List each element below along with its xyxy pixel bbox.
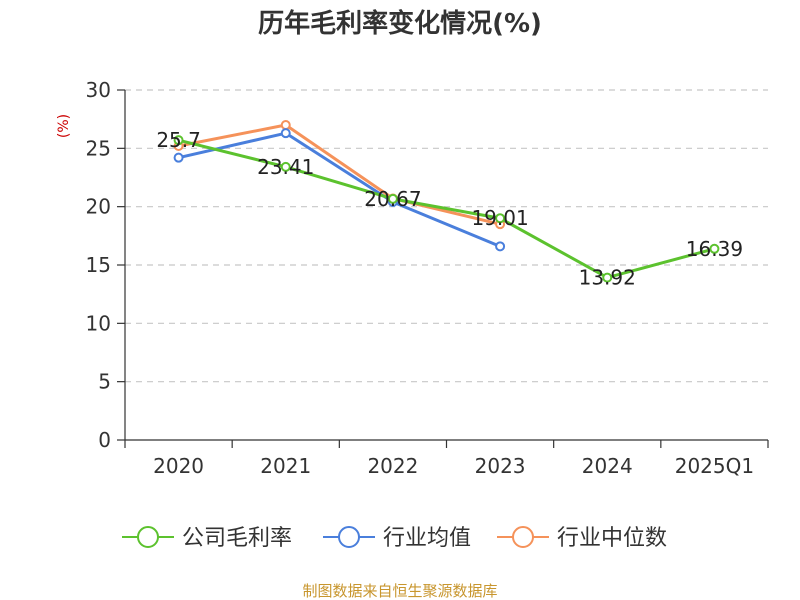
legend-item: 行业中位数 [497, 526, 667, 551]
legend-marker [338, 526, 360, 548]
series-line [178, 123, 501, 226]
legend-marker [137, 526, 159, 548]
chart-title: 历年毛利率变化情况(%) [258, 8, 542, 39]
y-tick-label: 20 [86, 195, 111, 219]
series-line [178, 138, 715, 280]
data-point [602, 272, 613, 283]
legend-marker [512, 526, 534, 548]
y-tick-label: 15 [86, 253, 111, 277]
data-label: 20.67 [364, 187, 421, 211]
legend-label: 行业均值 [383, 526, 471, 551]
data-label: 23.41 [257, 155, 314, 179]
data-point [173, 152, 184, 163]
data-labels: 25.7 23.41 20.67 19.01 13.92 16.39 [156, 128, 743, 289]
data-label: 19.01 [471, 206, 528, 230]
source-note: 制图数据来自恒生聚源数据库 [302, 582, 497, 600]
data-point [280, 161, 291, 172]
data-point [495, 213, 506, 224]
x-tick-label: 2020 [153, 454, 204, 478]
x-tick-label: 2021 [260, 454, 311, 478]
x-tick-label: 2024 [582, 454, 633, 478]
data-point [387, 193, 398, 204]
series-2 [173, 120, 506, 230]
y-tick-label: 0 [98, 428, 111, 452]
data-point [280, 128, 291, 139]
data-label: 16.39 [686, 237, 743, 261]
x-tick-label: 2023 [475, 454, 526, 478]
series-group [173, 120, 720, 283]
legend-label: 公司毛利率 [182, 526, 292, 551]
series-1 [173, 128, 506, 252]
y-tick-label: 25 [86, 136, 111, 160]
data-point [280, 120, 291, 130]
x-tick-label: 2025Q1 [675, 454, 754, 478]
data-point [173, 135, 184, 146]
x-tick-labels: 2020 2021 2022 2023 2024 2025Q1 [153, 454, 754, 478]
data-point [709, 243, 720, 254]
y-tick-label: 30 [86, 78, 111, 102]
legend-item: 公司毛利率 [122, 526, 292, 551]
legend-label: 行业中位数 [557, 526, 667, 551]
data-point [495, 241, 506, 252]
legend-item: 行业均值 [323, 526, 471, 551]
legend: 公司毛利率 行业均值 行业中位数 [122, 526, 667, 551]
y-tick-label: 5 [98, 370, 111, 394]
axes [117, 89, 769, 448]
data-label: 13.92 [579, 266, 636, 290]
y-tick-labels: 0 5 10 15 20 25 30 [86, 78, 111, 452]
x-tick-label: 2022 [367, 454, 418, 478]
y-axis-label: (%) [56, 114, 72, 138]
grid-lines [125, 89, 768, 383]
y-tick-label: 10 [86, 311, 111, 335]
data-label: 25.7 [156, 128, 201, 152]
series-0 [173, 135, 720, 283]
series-line [178, 131, 501, 248]
